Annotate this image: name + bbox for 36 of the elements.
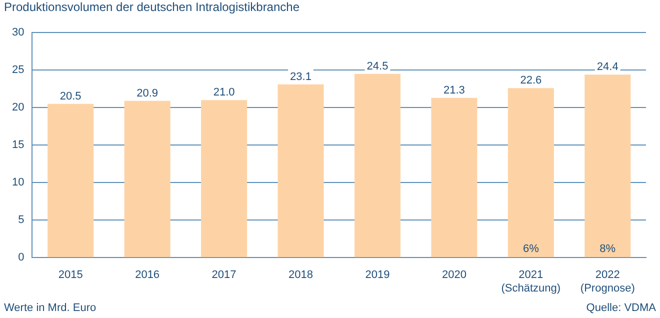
x-tick-label: 2022 (Prognose) <box>580 269 635 294</box>
y-tick-label: 5 <box>18 214 24 226</box>
x-tick-label: 2019 <box>365 269 390 282</box>
data-label: 21.0 <box>213 86 235 99</box>
chart-title: Produktionsvolumen der deutschen Intralogistikbranche <box>4 0 300 14</box>
y-tick-label: 15 <box>12 139 24 152</box>
y-tick-label: 30 <box>12 26 24 39</box>
bar <box>431 98 478 258</box>
y-tick-label: 20 <box>12 102 24 114</box>
data-label: 24.4 <box>596 61 618 74</box>
annotation: 8% <box>600 243 616 256</box>
data-label: 20.5 <box>60 90 82 102</box>
y-tick-label: 0 <box>18 252 24 264</box>
text: Werte in Mrd. Euro <box>4 302 96 314</box>
bar <box>584 74 631 258</box>
data-label: 22.6 <box>520 74 542 87</box>
bar <box>124 100 170 258</box>
bar <box>201 100 248 258</box>
x-tick-label: 2020 <box>442 269 466 282</box>
y-tick-label: 25 <box>12 64 24 76</box>
y-tick-label: 10 <box>12 176 24 189</box>
x-tick-label: 2021 (Schätzung) <box>501 269 561 294</box>
bar <box>508 88 554 258</box>
source-note: Quelle: VDMA <box>586 302 656 314</box>
data-label: 24.5 <box>366 60 388 72</box>
x-tick-label: 2016 <box>135 269 160 282</box>
data-label: 21.3 <box>443 84 465 96</box>
x-tick-label: 2015 <box>58 269 83 282</box>
x-tick-label: 2018 <box>288 269 313 282</box>
bar <box>48 104 94 258</box>
bar <box>354 74 400 258</box>
annotation: 6% <box>522 243 540 256</box>
data-label: 20.9 <box>136 87 158 100</box>
x-tick-label: 2017 <box>212 269 236 282</box>
data-label: 23.1 <box>290 70 312 83</box>
bar <box>278 84 324 258</box>
